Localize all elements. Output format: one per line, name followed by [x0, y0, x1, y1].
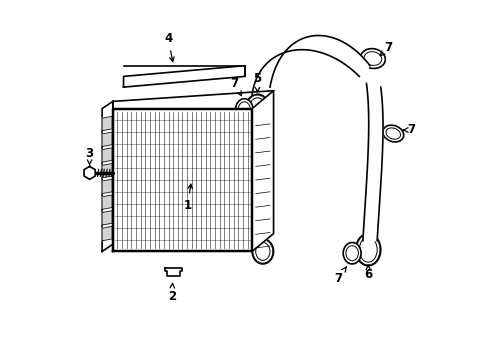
Ellipse shape: [356, 234, 381, 266]
Text: 1: 1: [184, 184, 193, 212]
Polygon shape: [102, 116, 112, 131]
Polygon shape: [102, 195, 112, 209]
Polygon shape: [102, 179, 112, 194]
Polygon shape: [84, 166, 95, 179]
Text: 6: 6: [364, 265, 372, 281]
Text: 7: 7: [380, 41, 392, 56]
Text: 7: 7: [230, 77, 242, 96]
Polygon shape: [102, 148, 112, 162]
Text: 3: 3: [86, 147, 94, 165]
Ellipse shape: [361, 49, 385, 68]
Ellipse shape: [235, 99, 253, 122]
Polygon shape: [102, 211, 112, 225]
Polygon shape: [252, 36, 370, 94]
Polygon shape: [363, 84, 383, 241]
Ellipse shape: [252, 239, 273, 264]
Ellipse shape: [343, 243, 361, 264]
Text: 4: 4: [164, 32, 174, 62]
Text: 5: 5: [253, 72, 262, 92]
Polygon shape: [252, 91, 273, 251]
Text: 7: 7: [403, 123, 415, 136]
Text: 7: 7: [334, 267, 346, 285]
Polygon shape: [123, 66, 245, 87]
Text: 2: 2: [168, 283, 176, 303]
Polygon shape: [165, 267, 182, 276]
Polygon shape: [102, 226, 112, 241]
Polygon shape: [113, 109, 252, 251]
Polygon shape: [102, 102, 113, 251]
Polygon shape: [102, 132, 112, 147]
Ellipse shape: [245, 94, 270, 126]
Ellipse shape: [383, 125, 404, 142]
Polygon shape: [102, 163, 112, 178]
